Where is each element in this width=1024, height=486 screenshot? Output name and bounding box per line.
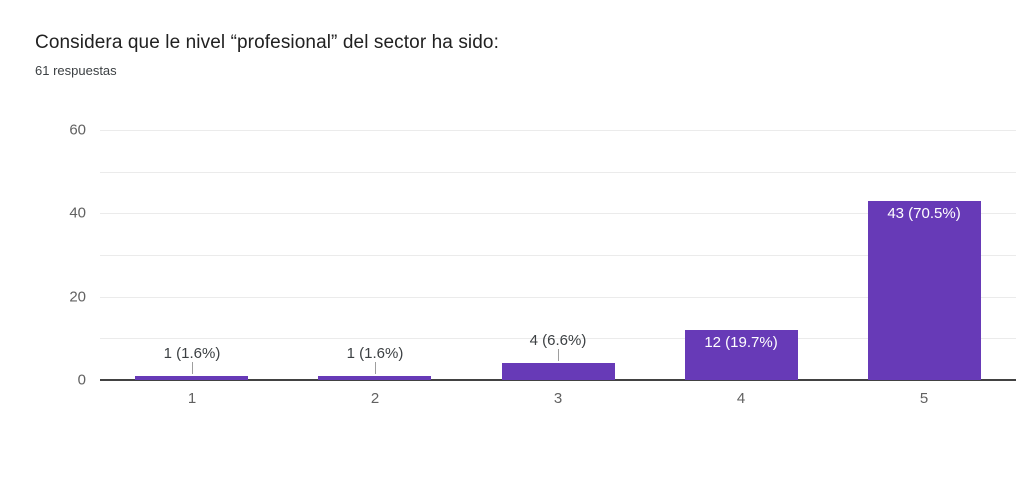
gridline bbox=[100, 338, 1016, 339]
x-tick-label: 3 bbox=[553, 390, 563, 407]
bar-value-label: 1 (1.6%) bbox=[346, 345, 404, 362]
gridline bbox=[100, 255, 1016, 256]
bar-value-label: 1 (1.6%) bbox=[163, 345, 221, 362]
bar bbox=[502, 363, 615, 380]
bar-value-label: 43 (70.5%) bbox=[887, 205, 961, 222]
gridline bbox=[100, 130, 1016, 131]
x-tick-label: 2 bbox=[370, 390, 380, 407]
bar bbox=[135, 376, 248, 380]
label-connector-line bbox=[375, 362, 376, 374]
question-title: Considera que le nivel “profesional” del… bbox=[35, 32, 499, 53]
y-tick-label: 20 bbox=[69, 288, 86, 306]
bar bbox=[868, 201, 981, 380]
y-tick-label: 40 bbox=[69, 204, 86, 222]
label-connector-line bbox=[192, 362, 193, 374]
x-axis-line bbox=[100, 379, 1016, 381]
response-count: 61 respuestas bbox=[35, 63, 117, 78]
bar-value-label: 4 (6.6%) bbox=[529, 332, 587, 349]
gridline bbox=[100, 213, 1016, 214]
bar bbox=[318, 376, 431, 380]
bar-value-label: 12 (19.7%) bbox=[704, 334, 778, 351]
x-tick-label: 1 bbox=[187, 390, 197, 407]
gridline bbox=[100, 172, 1016, 173]
y-tick-label: 60 bbox=[69, 121, 86, 139]
gridline bbox=[100, 297, 1016, 298]
x-tick-label: 5 bbox=[919, 390, 929, 407]
label-connector-line bbox=[558, 349, 559, 361]
y-tick-label: 0 bbox=[77, 371, 86, 389]
x-tick-label: 4 bbox=[736, 390, 746, 407]
bar bbox=[685, 330, 798, 380]
